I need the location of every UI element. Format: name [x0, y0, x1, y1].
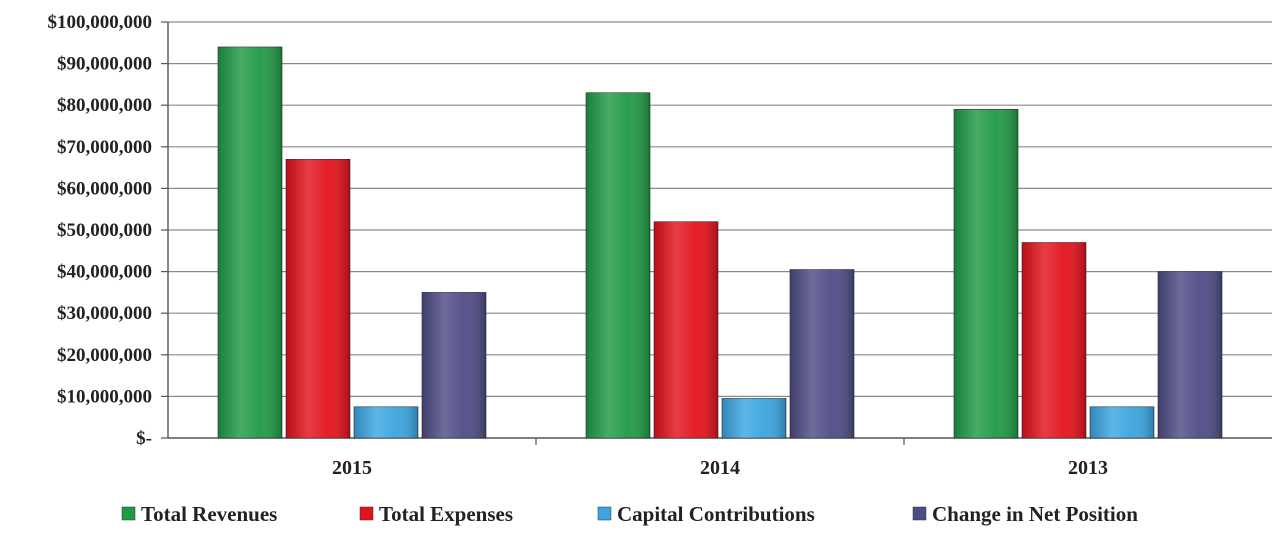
legend-item: Change in Net Position [912, 502, 1138, 526]
y-tick-label: $30,000,000 [57, 303, 152, 324]
bar-shading [790, 269, 854, 438]
bar-shading [218, 46, 282, 439]
gridlines [168, 21, 1272, 397]
bar-total-expenses-2014 [653, 221, 719, 439]
bar-total-expenses-2013 [1021, 242, 1087, 439]
legend: Total Revenues Total Expenses Capital Cont… [121, 502, 1138, 526]
legend-swatch [912, 506, 927, 521]
bar-shading [654, 221, 718, 438]
legend-item: Total Revenues [121, 502, 277, 526]
legend-item: Total Expenses [359, 502, 513, 526]
y-tick-label: $10,000,000 [57, 386, 152, 407]
y-tick-label: $- [136, 428, 152, 449]
y-tick-label: $90,000,000 [57, 54, 152, 75]
bar-shading [954, 109, 1018, 439]
x-tick-labels: 2015 2014 2013 [332, 457, 1108, 479]
bar-shading [1090, 406, 1154, 438]
bar-change-in-net-position-2014 [789, 269, 855, 439]
legend-swatch [121, 506, 136, 521]
bar-capital-contributions-2015 [353, 406, 419, 439]
legend-label: Total Expenses [379, 502, 513, 526]
bar-total-revenues-2015 [217, 46, 283, 439]
bar-shading [586, 92, 650, 438]
legend-label: Capital Contributions [617, 502, 815, 526]
x-tick-label: 2014 [700, 457, 740, 479]
x-tick-label: 2015 [332, 457, 372, 479]
bar-shading [722, 398, 786, 438]
bar-total-revenues-2014 [585, 92, 651, 439]
y-tick-label: $100,000,000 [48, 12, 153, 33]
bar-change-in-net-position-2015 [421, 292, 487, 439]
y-tick-label: $60,000,000 [57, 178, 152, 199]
x-tick-label: 2013 [1068, 457, 1108, 479]
bar-capital-contributions-2013 [1089, 406, 1155, 439]
legend-swatch [359, 506, 374, 521]
y-tick-label: $50,000,000 [57, 220, 152, 241]
legend-label: Total Revenues [141, 502, 277, 526]
y-tick-label: $80,000,000 [57, 95, 152, 116]
bar-total-revenues-2013 [953, 109, 1019, 439]
bar-shading [354, 406, 418, 438]
bar-shading [1158, 271, 1222, 438]
bar-capital-contributions-2014 [721, 398, 787, 439]
bar-shading [422, 292, 486, 438]
y-tick-label: $20,000,000 [57, 345, 152, 366]
bar-shading [1022, 242, 1086, 438]
bars [217, 46, 1223, 439]
legend-swatch [597, 506, 612, 521]
axes [161, 21, 1272, 445]
legend-item: Capital Contributions [597, 502, 815, 526]
bar-shading [286, 159, 350, 438]
legend-label: Change in Net Position [932, 502, 1138, 526]
bar-total-expenses-2015 [285, 158, 351, 439]
y-tick-label: $40,000,000 [57, 262, 152, 283]
y-tick-labels: $- $10,000,000 $20,000,000 $30,000,000 $40,0… [48, 12, 153, 449]
bar-change-in-net-position-2013 [1157, 271, 1223, 439]
y-tick-label: $70,000,000 [57, 137, 152, 158]
